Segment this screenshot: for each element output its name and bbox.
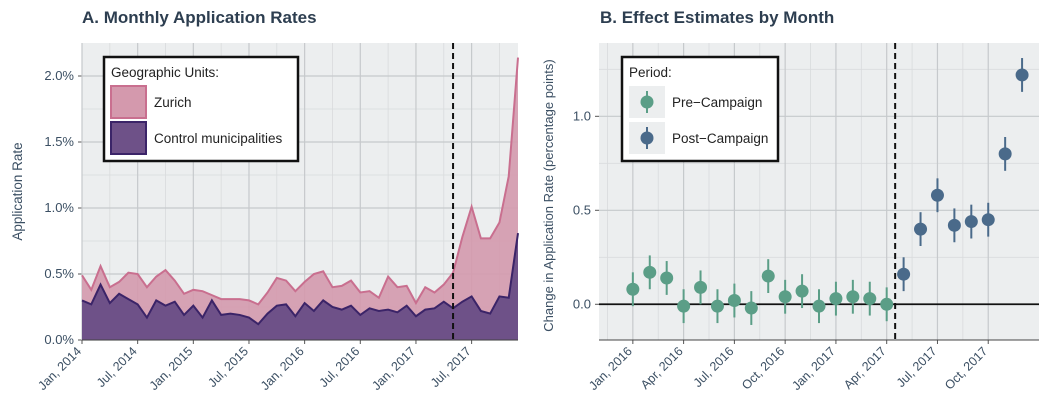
x-tick-label: Jul, 2017 xyxy=(428,344,474,390)
point-pre-campaign xyxy=(863,292,877,306)
x-tick-label: Jan, 2016 xyxy=(258,344,307,393)
point-post-campaign xyxy=(998,147,1012,161)
x-tick-label: Jul, 2016 xyxy=(317,344,363,390)
x-tick-label: Jan, 2015 xyxy=(147,344,196,393)
x-tick-label: Jan, 2017 xyxy=(789,344,838,393)
point-pre-campaign xyxy=(677,299,691,313)
x-tick-label: Jul, 2016 xyxy=(691,344,737,390)
x-tick-label: Jul, 2015 xyxy=(205,344,251,390)
area-control-municipalities xyxy=(82,233,518,340)
point-pre-campaign xyxy=(710,299,724,313)
point-pre-campaign xyxy=(761,269,775,283)
point-pre-campaign xyxy=(778,290,792,304)
legend-a-label: Zurich xyxy=(154,95,192,110)
point-pre-campaign xyxy=(812,299,826,313)
point-pre-campaign xyxy=(744,301,758,315)
y-tick-label: 0.5 xyxy=(573,202,591,217)
line-control-municipalities xyxy=(81,232,519,326)
point-post-campaign xyxy=(947,218,961,232)
point-pre-campaign xyxy=(727,294,741,308)
y-tick-label: 0.0 xyxy=(573,296,591,311)
legend-a-swatch xyxy=(110,85,147,119)
point-pre-campaign xyxy=(660,271,674,285)
y-tick-label: 0.5% xyxy=(44,266,74,281)
point-pre-campaign xyxy=(795,284,809,298)
x-tick-label: Jul, 2014 xyxy=(94,344,140,390)
x-tick-label: Jan, 2014 xyxy=(35,344,84,393)
x-tick-label: Oct, 2017 xyxy=(942,344,990,392)
x-tick-label: Apr, 2017 xyxy=(841,344,889,392)
point-pre-campaign xyxy=(846,290,860,304)
y-tick-label: 1.0% xyxy=(44,200,74,215)
panel-a-title: A. Monthly Application Rates xyxy=(82,8,317,27)
x-tick-label: Jan, 2017 xyxy=(369,344,418,393)
y-axis-label: Change in Application Rate (percentage p… xyxy=(541,59,556,331)
point-post-campaign xyxy=(1015,68,1029,82)
legend-a: Geographic Units: Zurich Control municipal… xyxy=(102,55,300,163)
x-tick-label: Jul, 2017 xyxy=(894,344,940,390)
legend-b-label: Post−Campaign xyxy=(672,131,768,146)
point-post-campaign xyxy=(981,213,995,227)
x-tick-label: Jan, 2016 xyxy=(586,344,635,393)
point-pre-campaign xyxy=(829,292,843,306)
x-tick-label: Oct, 2016 xyxy=(739,344,787,392)
point-pre-campaign xyxy=(880,297,894,311)
point-post-campaign xyxy=(914,222,928,236)
legend-a-swatch xyxy=(110,121,147,155)
y-tick-label: 1.5% xyxy=(44,134,74,149)
x-tick-label: Apr, 2016 xyxy=(638,344,686,392)
point-pre-campaign xyxy=(694,280,708,294)
legend-a-label: Control municipalities xyxy=(154,131,283,146)
y-tick-label: 1.0 xyxy=(573,108,591,123)
legend-b-title: Period: xyxy=(629,65,672,80)
point-pre-campaign xyxy=(643,265,657,279)
legend-a-title: Geographic Units: xyxy=(111,65,219,80)
y-tick-label: 2.0% xyxy=(44,68,74,83)
legend-b: Period:Pre−Campaign Post−Campaign xyxy=(620,55,780,163)
point-post-campaign xyxy=(930,188,944,202)
legend-b-key-dot xyxy=(640,131,654,145)
legend-b-label: Pre−Campaign xyxy=(672,95,762,110)
panel-b-title: B. Effect Estimates by Month xyxy=(600,8,835,27)
line-zurich xyxy=(81,57,519,306)
legend-b-key-dot xyxy=(640,95,654,109)
point-post-campaign xyxy=(897,267,911,281)
panel-a: 0.0%0.5%1.0%1.5%2.0%Jan, 2014 Jul, 2014 Ja… xyxy=(10,43,519,393)
y-axis-label: Application Rate xyxy=(10,142,25,240)
point-post-campaign xyxy=(964,215,978,229)
point-pre-campaign xyxy=(626,282,640,296)
y-tick-label: 0.0% xyxy=(44,332,74,347)
